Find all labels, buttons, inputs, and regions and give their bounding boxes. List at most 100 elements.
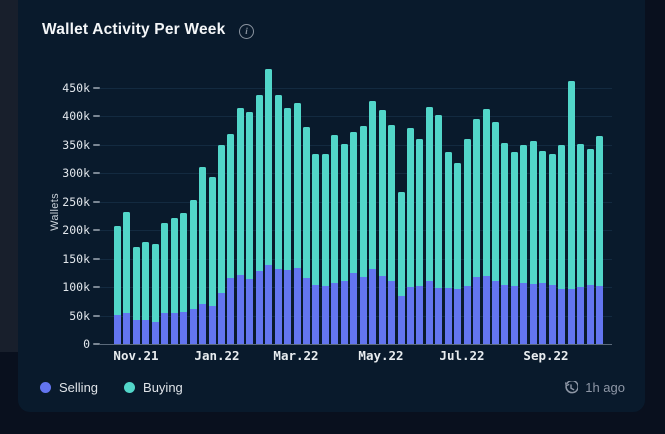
bar-selling[interactable] [284,270,292,344]
bar-selling[interactable] [577,286,585,344]
bar-selling[interactable] [501,284,509,344]
info-icon[interactable]: i [239,24,254,39]
bar-buying[interactable] [321,153,329,286]
bar-selling[interactable] [142,320,150,344]
bar-selling[interactable] [151,321,159,344]
bar-buying[interactable] [548,153,556,285]
bar-buying[interactable] [492,122,499,281]
bar-selling[interactable] [331,282,339,344]
bar-buying[interactable] [586,148,594,285]
bar-buying[interactable] [520,145,528,284]
bar-selling[interactable] [454,289,462,344]
bar-buying[interactable] [312,153,320,285]
bar-selling[interactable] [293,267,301,344]
bar-buying[interactable] [303,127,310,278]
bar-selling[interactable] [303,278,310,344]
bar-selling[interactable] [321,285,329,344]
bar-selling[interactable] [123,312,131,344]
bar-selling[interactable] [463,285,471,344]
bar-buying[interactable] [340,143,348,282]
bar-selling[interactable] [492,280,499,344]
bar-selling[interactable] [473,276,481,344]
bar-selling[interactable] [161,312,169,344]
bar-selling[interactable] [350,272,358,344]
bar-selling[interactable] [435,287,443,344]
bar-selling[interactable] [132,319,140,344]
bar-buying[interactable] [501,143,509,285]
bar-selling[interactable] [227,278,235,344]
bar-selling[interactable] [170,312,178,344]
bar-buying[interactable] [123,212,131,313]
bar-selling[interactable] [388,281,396,344]
bar-buying[interactable] [416,138,424,286]
bar-selling[interactable] [595,285,603,344]
bar-selling[interactable] [246,279,254,344]
bar-selling[interactable] [444,288,452,344]
bar-selling[interactable] [199,303,207,344]
bar-buying[interactable] [180,212,188,312]
bar-selling[interactable] [180,311,188,344]
bar-buying[interactable] [378,109,386,276]
bar-buying[interactable] [227,133,235,278]
bar-selling[interactable] [406,286,414,344]
bar-selling[interactable] [255,270,263,344]
bar-selling[interactable] [340,281,348,344]
bar-selling[interactable] [539,282,547,344]
bar-buying[interactable] [161,223,169,313]
bar-selling[interactable] [520,283,528,344]
bar-buying[interactable] [170,217,178,313]
bar-selling[interactable] [369,269,377,344]
bar-buying[interactable] [274,95,282,269]
bar-selling[interactable] [397,296,405,344]
bar-selling[interactable] [274,268,282,344]
bar-buying[interactable] [577,143,585,287]
bar-selling[interactable] [378,275,386,344]
bar-selling[interactable] [312,284,320,344]
bar-buying[interactable] [208,177,216,306]
bar-buying[interactable] [539,150,547,283]
bar-buying[interactable] [217,144,225,294]
bar-buying[interactable] [114,226,121,315]
bar-selling[interactable] [114,314,121,344]
bar-buying[interactable] [369,100,377,270]
bar-buying[interactable] [151,243,159,322]
bar-buying[interactable] [558,145,566,290]
bar-buying[interactable] [567,81,575,290]
bar-buying[interactable] [331,135,339,283]
bar-buying[interactable] [199,166,207,304]
bar-buying[interactable] [359,125,367,277]
bar-buying[interactable] [463,138,471,286]
legend-item-selling[interactable]: Selling [40,380,98,395]
bar-buying[interactable] [473,118,481,277]
bar-buying[interactable] [444,151,452,289]
bar-buying[interactable] [265,68,273,266]
bar-buying[interactable] [397,192,405,297]
bar-buying[interactable] [406,128,414,287]
bar-buying[interactable] [255,95,263,271]
bar-selling[interactable] [425,280,433,344]
bar-buying[interactable] [482,109,490,276]
bar-selling[interactable] [217,293,225,344]
bar-buying[interactable] [293,102,301,268]
bar-selling[interactable] [189,309,197,344]
legend-item-buying[interactable]: Buying [124,380,183,395]
bar-buying[interactable] [142,242,150,321]
bar-buying[interactable] [388,124,396,282]
bar-selling[interactable] [548,284,556,344]
bar-selling[interactable] [529,283,537,344]
bar-buying[interactable] [246,112,254,280]
bar-selling[interactable] [567,289,575,344]
bar-buying[interactable] [132,247,140,320]
bar-selling[interactable] [558,289,566,344]
bar-selling[interactable] [236,274,244,344]
bar-selling[interactable] [586,284,594,344]
bar-selling[interactable] [359,276,367,344]
bar-buying[interactable] [425,106,433,281]
bar-buying[interactable] [435,114,443,288]
bar-buying[interactable] [510,152,518,286]
bar-selling[interactable] [208,305,216,344]
bar-selling[interactable] [482,275,490,344]
bar-buying[interactable] [595,135,603,286]
bar-buying[interactable] [454,162,462,290]
bar-buying[interactable] [350,132,358,273]
